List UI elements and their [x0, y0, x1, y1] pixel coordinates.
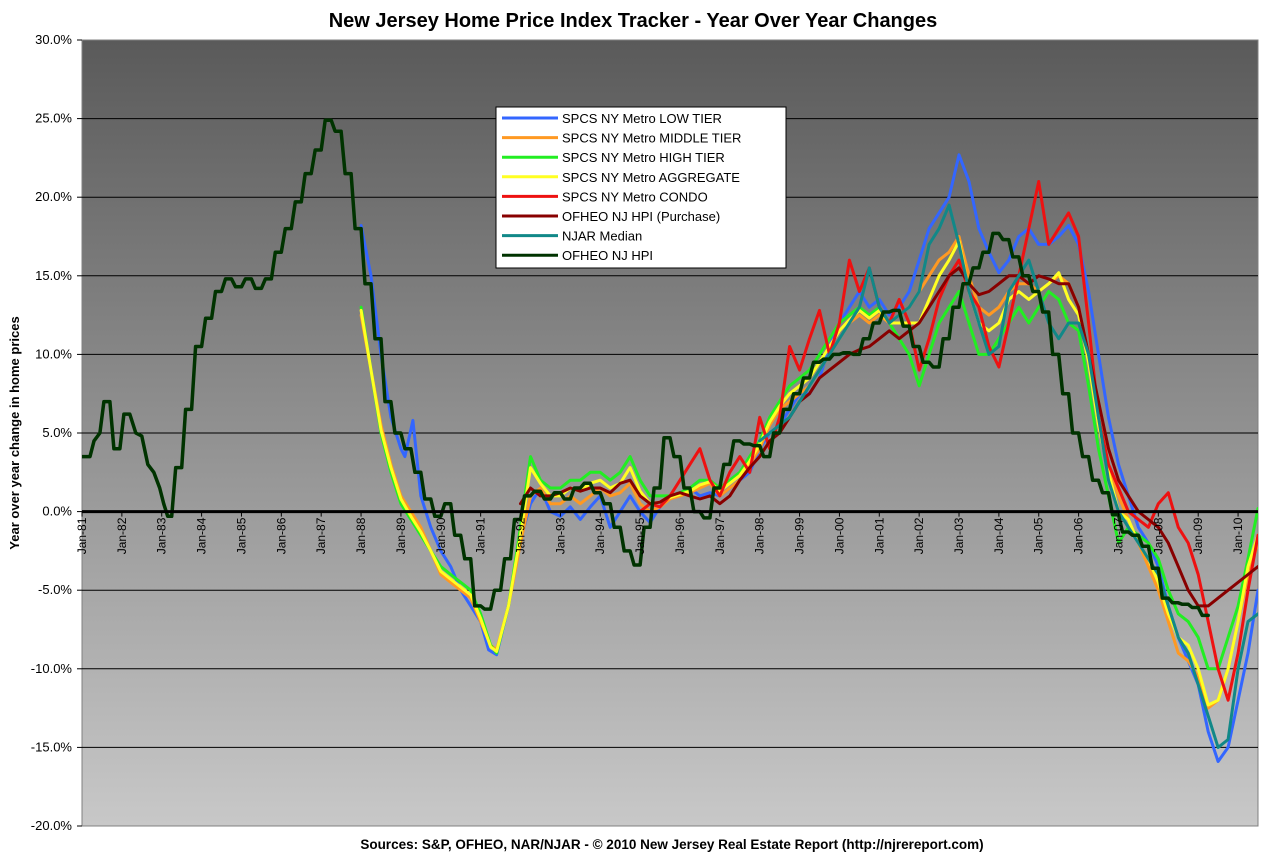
x-tick-label: Jan-89: [394, 517, 408, 554]
y-tick-label: 30.0%: [35, 32, 72, 47]
y-tick-label: -5.0%: [38, 582, 72, 597]
y-tick-label: 15.0%: [35, 268, 72, 283]
y-tick-label: -15.0%: [31, 739, 73, 754]
x-tick-label: Jan-01: [872, 517, 886, 554]
y-axis-ticks: 30.0% 25.0% 20.0% 15.0% 10.0% 5.0% 0.0% -5.0% -1…: [31, 32, 82, 833]
x-tick-label: Jan-00: [832, 517, 846, 554]
x-tick-label: Jan-06: [1072, 517, 1086, 554]
y-tick-label: 5.0%: [42, 425, 72, 440]
x-tick-label: Jan-90: [434, 517, 448, 554]
x-tick-label: Jan-10: [1231, 517, 1245, 554]
y-axis-label: Year over year change in home prices: [7, 316, 22, 549]
legend-label: NJAR Median: [562, 229, 642, 244]
series-line-6: [758, 203, 1258, 749]
x-tick-label: Jan-82: [115, 517, 129, 554]
x-tick-label: Jan-02: [912, 517, 926, 554]
legend-box: [495, 106, 787, 269]
x-tick-label: Jan-86: [274, 517, 288, 554]
series-line-7: [82, 118, 1210, 618]
x-tick-label: Jan-92: [514, 517, 528, 554]
x-tick-label: Jan-07: [1112, 517, 1126, 554]
source-note: Sources: S&P, OFHEO, NAR/NJAR - © 2010 N…: [360, 837, 983, 852]
y-tick-label: 20.0%: [35, 189, 72, 204]
legend-label: SPCS NY Metro CONDO: [562, 189, 708, 204]
x-tick-label: Jan-97: [713, 517, 727, 554]
x-tick-label: Jan-88: [354, 517, 368, 554]
x-tick-label: Jan-85: [235, 517, 249, 554]
x-tick-label: Jan-96: [673, 517, 687, 554]
x-tick-label: Jan-98: [753, 517, 767, 554]
x-tick-label: Jan-09: [1191, 517, 1205, 554]
legend: SPCS NY Metro LOW TIER SPCS NY Metro MIDD…: [495, 106, 787, 269]
y-tick-label: -10.0%: [31, 661, 73, 676]
legend-label: SPCS NY Metro HIGH TIER: [562, 150, 725, 165]
legend-label: OFHEO NJ HPI (Purchase): [562, 209, 720, 224]
x-axis-ticks: Jan-81 Jan-82 Jan-83 Jan-84 Jan-85 Jan-86 Jan-…: [75, 511, 1245, 554]
legend-label: SPCS NY Metro AGGREGATE: [562, 170, 740, 185]
x-tick-label: Jan-05: [1032, 517, 1046, 554]
x-tick-label: Jan-94: [593, 517, 607, 554]
x-tick-label: Jan-95: [633, 517, 647, 554]
series-lines: [82, 118, 1258, 763]
legend-label: OFHEO NJ HPI: [562, 248, 653, 263]
x-tick-label: Jan-81: [75, 517, 89, 554]
x-tick-label: Jan-93: [553, 517, 567, 554]
y-tick-label: 10.0%: [35, 346, 72, 361]
legend-label: SPCS NY Metro LOW TIER: [562, 111, 722, 126]
x-tick-label: Jan-87: [314, 517, 328, 554]
x-tick-label: Jan-04: [992, 517, 1006, 554]
series-line-5: [519, 266, 1258, 608]
y-tick-label: 25.0%: [35, 111, 72, 126]
x-tick-label: Jan-91: [474, 517, 488, 554]
x-tick-label: Jan-99: [793, 517, 807, 554]
x-tick-label: Jan-08: [1151, 517, 1165, 554]
x-tick-label: Jan-84: [195, 517, 209, 554]
chart-title: New Jersey Home Price Index Tracker - Ye…: [329, 10, 938, 32]
y-tick-label: -20.0%: [31, 818, 73, 833]
legend-label: SPCS NY Metro MIDDLE TIER: [562, 131, 741, 146]
x-tick-label: Jan-03: [952, 517, 966, 554]
y-tick-label: 0.0%: [42, 504, 72, 519]
x-tick-label: Jan-83: [155, 517, 169, 554]
